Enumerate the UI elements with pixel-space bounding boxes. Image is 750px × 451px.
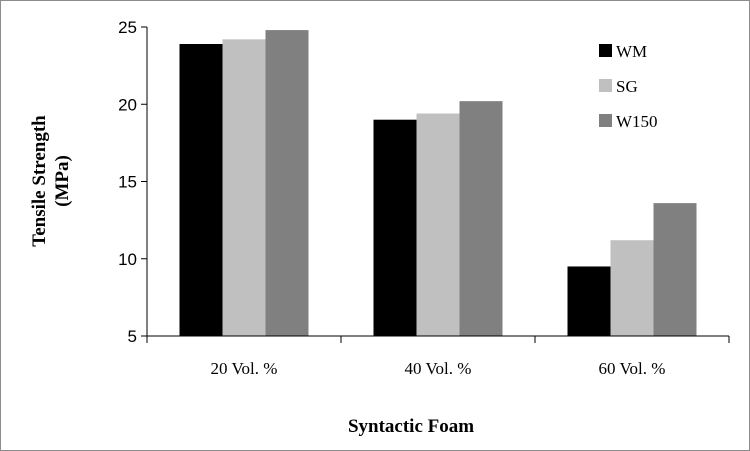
y-tick-label: 5 bbox=[128, 327, 137, 346]
legend-label-wm: WM bbox=[616, 42, 647, 61]
bar-wm-3 bbox=[567, 266, 611, 336]
legend-label-sg: SG bbox=[616, 77, 638, 96]
x-tick-label: 40 Vol. % bbox=[405, 359, 472, 378]
y-axis-title-line-2: (MPa) bbox=[52, 155, 73, 207]
bars-group bbox=[179, 30, 697, 337]
y-ticks-group: 5 10 15 20 25 bbox=[118, 18, 147, 346]
bar-sg-3 bbox=[610, 240, 654, 336]
bar-w150-3 bbox=[653, 203, 697, 336]
x-ticks-group: 20 Vol. % 40 Vol. % 60 Vol. % bbox=[146, 336, 730, 378]
legend: WM SG W150 bbox=[599, 42, 658, 131]
bar-sg-2 bbox=[416, 113, 460, 337]
y-tick-label: 25 bbox=[118, 18, 137, 37]
x-tick-label: 20 Vol. % bbox=[211, 359, 278, 378]
bar-wm-2 bbox=[373, 119, 417, 336]
legend-swatch-sg bbox=[599, 79, 612, 92]
bar-w150-1 bbox=[265, 30, 309, 337]
x-axis-title: Syntactic Foam bbox=[348, 416, 474, 437]
bar-w150-2 bbox=[459, 101, 503, 336]
bar-sg-1 bbox=[222, 39, 266, 337]
bar-wm-1 bbox=[179, 43, 223, 337]
y-tick-label: 10 bbox=[118, 250, 137, 269]
legend-label-w150: W150 bbox=[616, 112, 658, 131]
y-tick-label: 15 bbox=[118, 173, 137, 192]
x-tick-label: 60 Vol. % bbox=[599, 359, 666, 378]
y-tick-label: 20 bbox=[118, 95, 137, 114]
y-axis-title-line-1: Tensile Strength bbox=[29, 115, 50, 247]
legend-swatch-w150 bbox=[599, 114, 612, 127]
legend-swatch-wm bbox=[599, 44, 612, 57]
